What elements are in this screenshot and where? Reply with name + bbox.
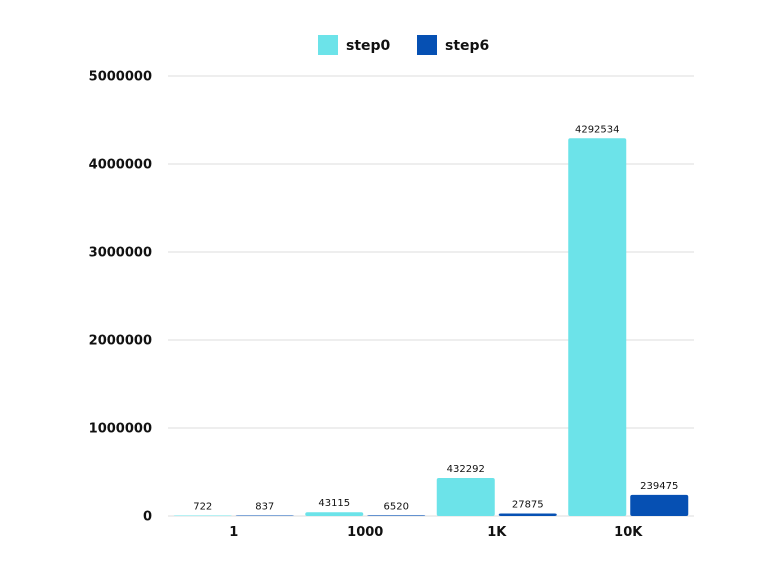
y-tick-label: 3000000 bbox=[89, 246, 152, 261]
y-tick-label: 5000000 bbox=[89, 70, 152, 85]
bar-step6-1[interactable] bbox=[235, 515, 294, 517]
bar-step6-1000[interactable] bbox=[367, 515, 426, 516]
legend-label: step0 bbox=[346, 38, 391, 54]
y-tick-label: 0 bbox=[143, 510, 152, 525]
bar-step0-1[interactable] bbox=[173, 515, 232, 517]
data-label-step6-1000: 6520 bbox=[384, 501, 409, 512]
x-tick-label: 10K bbox=[614, 525, 643, 540]
bars bbox=[173, 138, 689, 517]
y-tick-label: 4000000 bbox=[89, 158, 152, 173]
legend-item-step6[interactable]: step6 bbox=[417, 35, 489, 55]
x-tick-label: 1 bbox=[229, 525, 238, 540]
data-label-step0-1: 722 bbox=[193, 502, 212, 513]
y-axis-ticks: 0 1000000 2000000 3000000 4000000 5000000 bbox=[89, 70, 152, 525]
bar-step6-1K[interactable] bbox=[498, 513, 557, 516]
legend-swatch bbox=[417, 35, 437, 55]
data-label-step0-1K: 432292 bbox=[447, 464, 485, 475]
bar-step0-10K[interactable] bbox=[568, 138, 627, 516]
x-tick-label: 1K bbox=[487, 525, 507, 540]
legend-label: step6 bbox=[445, 38, 489, 54]
data-labels: 722 837 43115 6520 432292 27875 4292534 239475 bbox=[193, 124, 678, 512]
bar-step6-10K[interactable] bbox=[630, 494, 689, 516]
legend-swatch bbox=[318, 35, 338, 55]
data-label-step6-1: 837 bbox=[255, 502, 274, 513]
data-label-step6-10K: 239475 bbox=[640, 481, 678, 492]
data-label-step0-10K: 4292534 bbox=[575, 124, 620, 135]
y-tick-label: 1000000 bbox=[89, 422, 152, 437]
legend[interactable]: step0 step6 bbox=[318, 35, 489, 55]
x-tick-label: 1000 bbox=[347, 525, 383, 540]
data-label-step0-1000: 43115 bbox=[318, 498, 350, 509]
legend-item-step0[interactable]: step0 bbox=[318, 35, 391, 55]
data-label-step6-1K: 27875 bbox=[512, 500, 544, 511]
x-axis-ticks: 1 1000 1K 10K bbox=[229, 525, 643, 540]
y-tick-label: 2000000 bbox=[89, 334, 152, 349]
bar-step0-1000[interactable] bbox=[305, 512, 364, 516]
bar-step0-1K[interactable] bbox=[436, 477, 495, 516]
